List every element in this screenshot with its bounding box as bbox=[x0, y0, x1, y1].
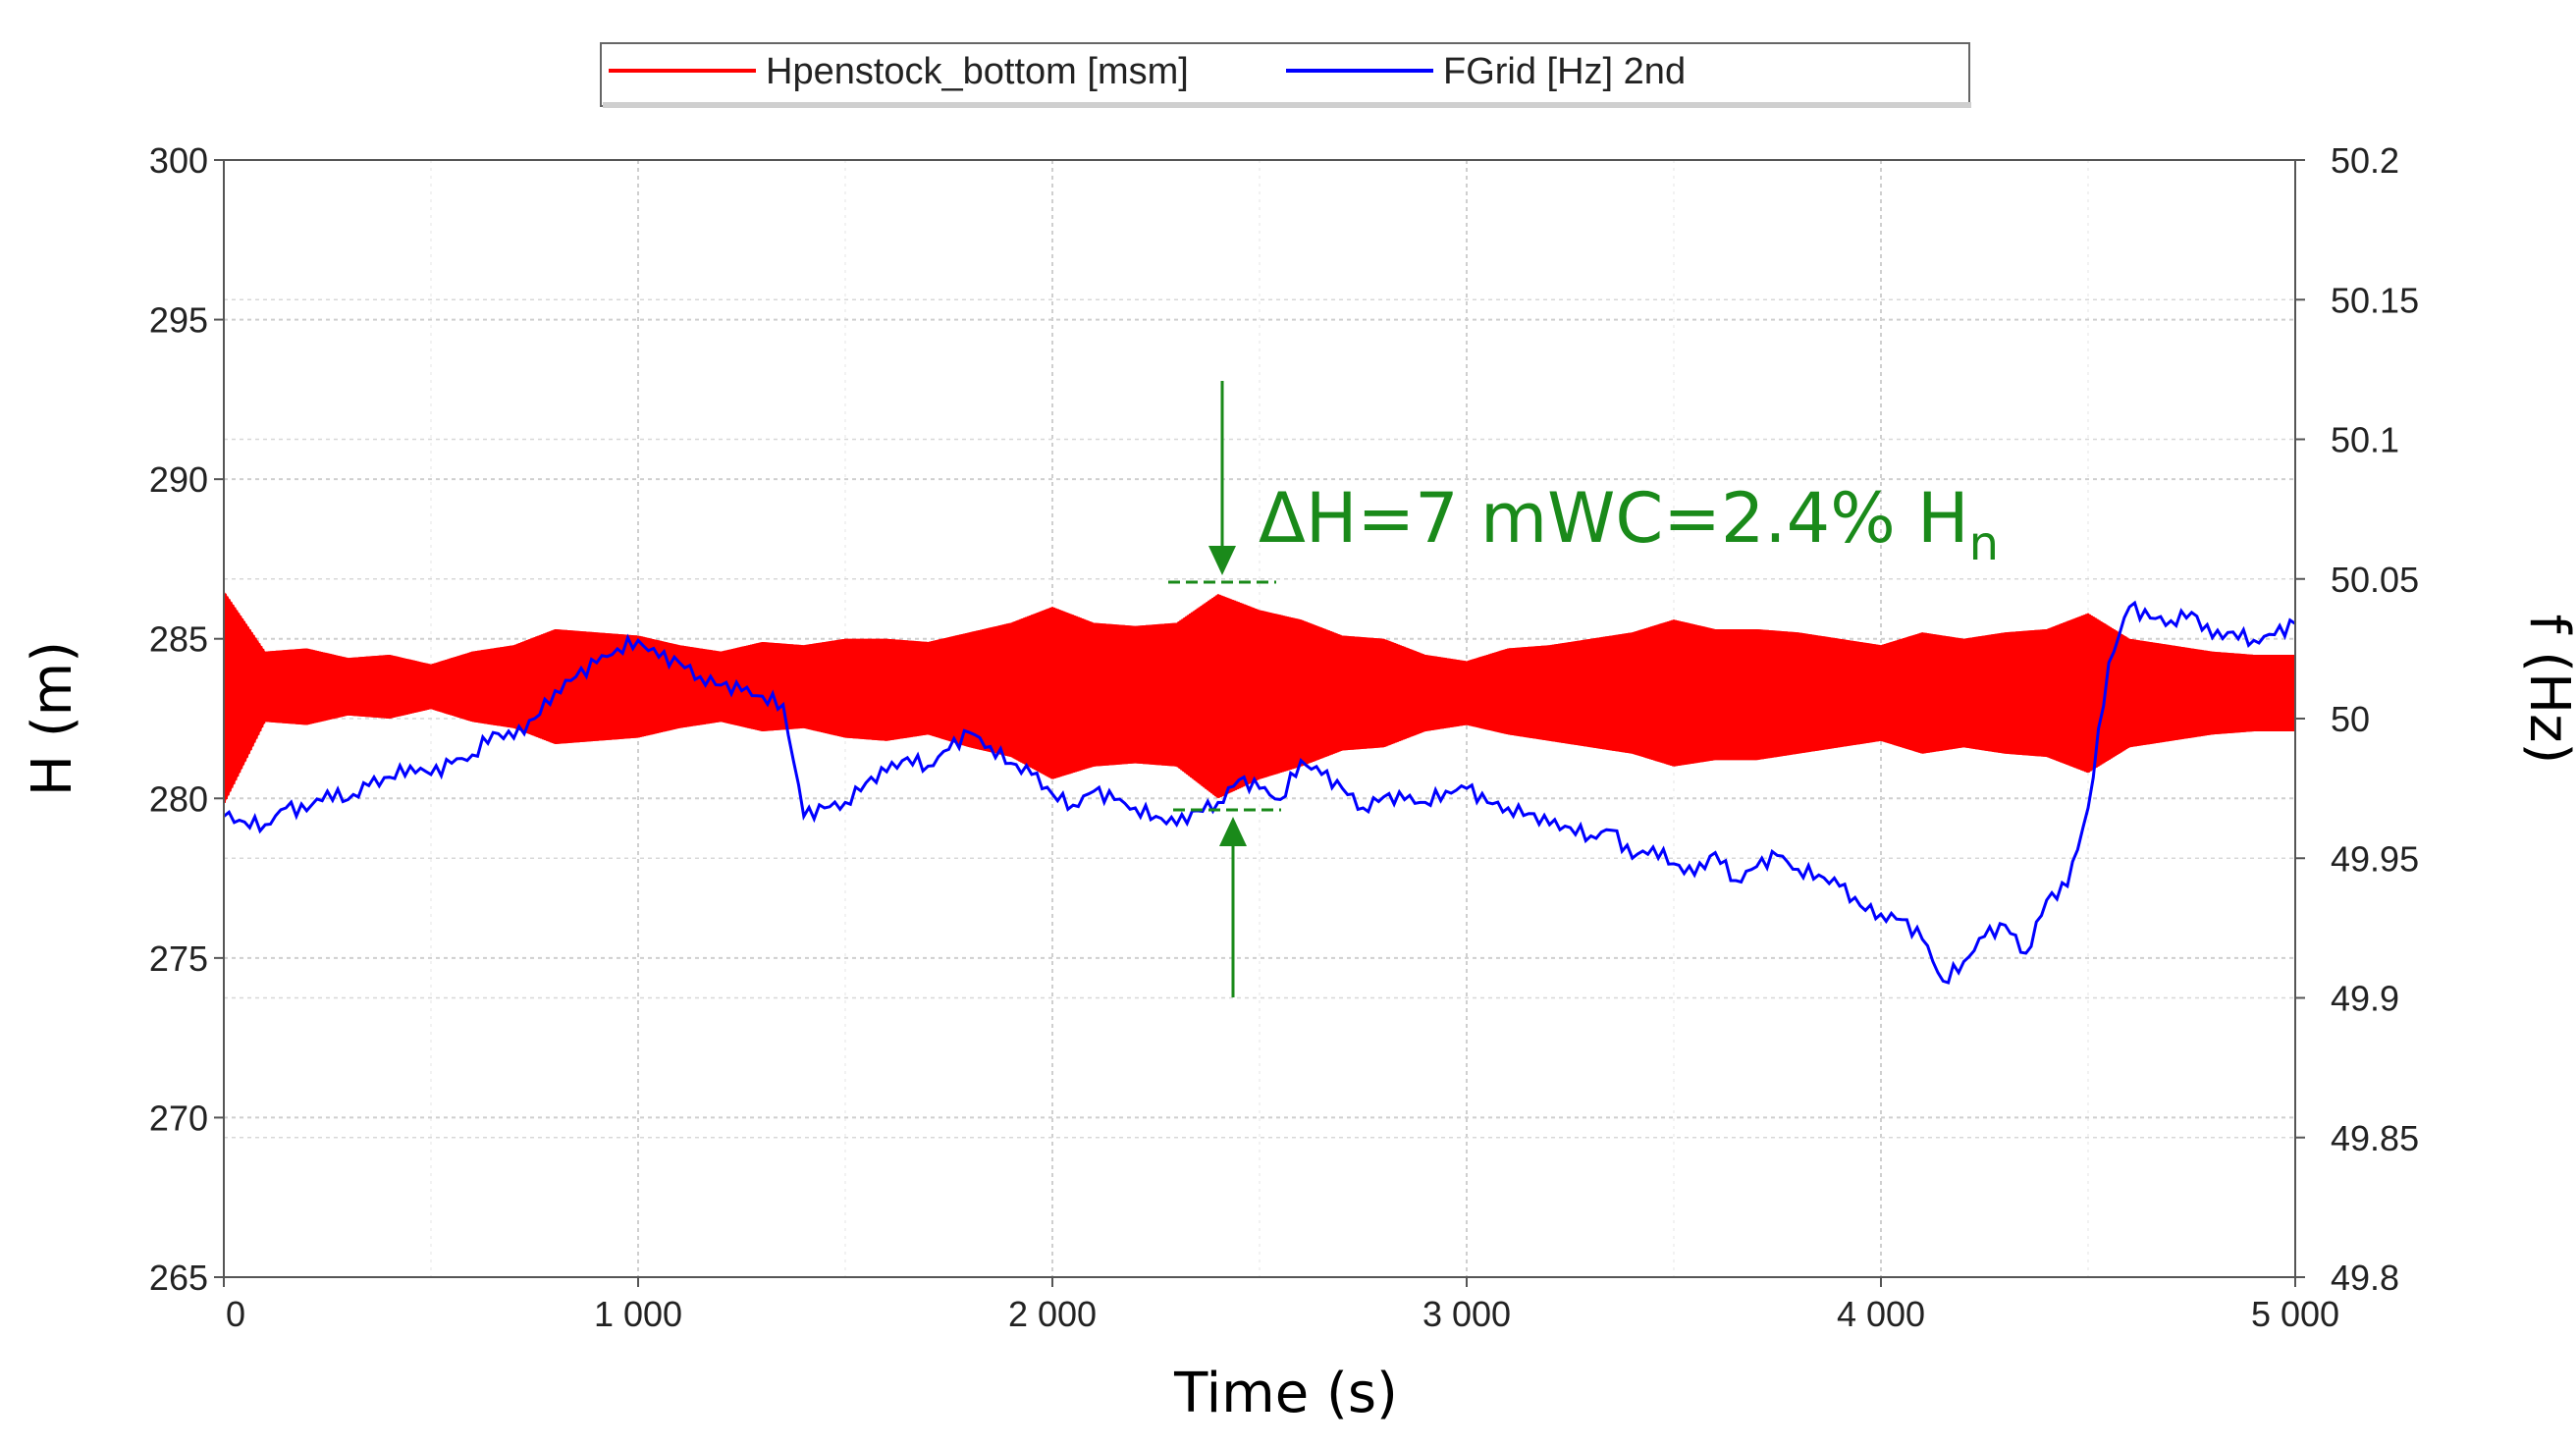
annotation-text: ΔH=7 mWC=2.4% Hn bbox=[1259, 478, 1999, 571]
x-tick-label-2: 2 000 bbox=[1008, 1294, 1097, 1334]
series-hpenstock-oscillation bbox=[224, 590, 2295, 803]
y2-axis-title: f (Hz) bbox=[2517, 615, 2576, 765]
y-tick-label-0: 265 bbox=[149, 1258, 208, 1298]
x-tick-label-4: 4 000 bbox=[1837, 1294, 1925, 1334]
y-tick-label-3: 280 bbox=[149, 778, 208, 819]
up-arrow-head-icon bbox=[1219, 817, 1247, 846]
x-tick-label-1: 1 000 bbox=[594, 1294, 682, 1334]
y2-tick-label-2: 49.9 bbox=[2331, 979, 2399, 1019]
y-tick-label-6: 295 bbox=[149, 300, 208, 341]
y2-tick-label-5: 50.05 bbox=[2331, 560, 2419, 600]
x-tick-label-5: 5 000 bbox=[2251, 1294, 2339, 1334]
y-axis-title: H (m) bbox=[21, 641, 84, 796]
legend: Hpenstock_bottom [msm] FGrid [Hz] 2nd bbox=[600, 42, 1971, 108]
y-tick-label-5: 290 bbox=[149, 459, 208, 500]
y-tick-label-7: 300 bbox=[149, 140, 208, 181]
y-tick-label-4: 285 bbox=[149, 619, 208, 660]
series-fgrid-line bbox=[224, 600, 2295, 985]
left-axis: 265 270 275 280 285 290 295 300 bbox=[149, 140, 224, 1298]
y2-tick-label-8: 50.2 bbox=[2331, 140, 2399, 181]
x-tick-label-3: 3 000 bbox=[1422, 1294, 1511, 1334]
x-axis: 0 1 000 2 000 3 000 4 000 5 000 bbox=[223, 1277, 2339, 1334]
down-arrow-head-icon bbox=[1208, 546, 1236, 575]
y-tick-label-1: 270 bbox=[149, 1098, 208, 1138]
y2-tick-label-6: 50.1 bbox=[2331, 420, 2399, 460]
y2-tick-label-0: 49.8 bbox=[2331, 1258, 2399, 1298]
y-tick-label-2: 275 bbox=[149, 938, 208, 979]
x-tick-label-0: 0 bbox=[226, 1294, 245, 1334]
y2-tick-label-1: 49.85 bbox=[2331, 1118, 2419, 1158]
right-axis: 49.8 49.85 49.9 49.95 50 50.05 50.1 50.15 50.2 bbox=[2295, 140, 2419, 1298]
y2-tick-label-3: 49.95 bbox=[2331, 838, 2419, 879]
x-axis-title: Time (s) bbox=[1173, 1362, 1398, 1425]
legend-label-hpenstock: Hpenstock_bottom [msm] bbox=[766, 51, 1189, 92]
legend-label-fgrid: FGrid [Hz] 2nd bbox=[1443, 51, 1686, 92]
annotation-subscript: n bbox=[1969, 516, 1999, 571]
y2-tick-label-4: 50 bbox=[2331, 699, 2370, 739]
delta-h-annotation: ΔH=7 mWC=2.4% Hn bbox=[1168, 381, 1999, 997]
y2-tick-label-7: 50.15 bbox=[2331, 280, 2419, 320]
